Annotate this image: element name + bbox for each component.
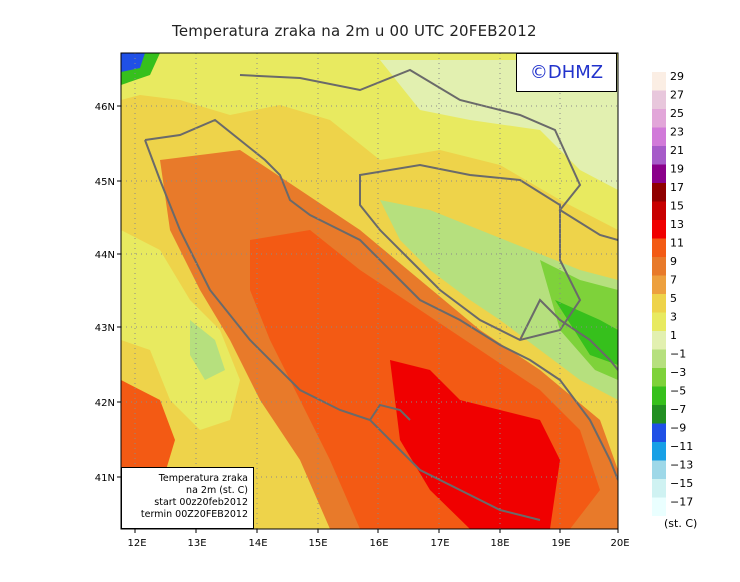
legend-label: 5: [670, 292, 677, 305]
info-line-2: na 2m (st. C): [186, 485, 248, 496]
legend-swatch: [652, 109, 666, 128]
info-box: Temperatura zraka na 2m (st. C) start 00…: [121, 467, 254, 529]
lon-label-13e: 13E: [187, 538, 206, 549]
legend-label: 13: [670, 218, 684, 231]
lat-label-41n: 41N: [95, 473, 115, 484]
legend-swatch: [652, 405, 666, 424]
legend-swatch: [652, 275, 666, 294]
legend-swatch: [652, 220, 666, 239]
legend-label: 17: [670, 181, 684, 194]
legend-label: −15: [670, 477, 693, 490]
legend-swatch: [652, 460, 666, 479]
lon-label-15e: 15E: [308, 538, 327, 549]
legend-swatch: [652, 72, 666, 91]
legend-label: −1: [670, 348, 686, 361]
legend-label: 3: [670, 311, 677, 324]
field-sea-max: [390, 360, 560, 529]
dhmz-logo: ©DHMZ: [516, 53, 617, 92]
coastline-east: [144, 118, 618, 481]
legend-swatch: [652, 349, 666, 368]
logo-text: ©DHMZ: [529, 62, 604, 83]
lon-label-14e: 14E: [248, 538, 267, 549]
lat-label-45n: 45N: [95, 177, 115, 188]
lon-label-12e: 12E: [127, 538, 146, 549]
field-north-pale: [380, 60, 618, 190]
coastline-gargano: [369, 403, 411, 421]
info-line-4: termin 00Z20FEB2012: [140, 509, 248, 520]
legend-swatch: [652, 257, 666, 276]
legend-label: −9: [670, 422, 686, 435]
legend-label: 11: [670, 237, 684, 250]
legend-label: −7: [670, 403, 686, 416]
legend-swatch: [652, 479, 666, 498]
lat-label-42n: 42N: [95, 398, 115, 409]
legend-swatch: [652, 146, 666, 165]
legend-swatch: [652, 201, 666, 220]
legend-swatch: [652, 331, 666, 350]
coastline-west: [144, 139, 541, 521]
legend-label: −3: [670, 366, 686, 379]
legend-swatch: [652, 368, 666, 387]
lat-label-46n: 46N: [95, 102, 115, 113]
lon-label-19e: 19E: [551, 538, 570, 549]
legend-swatch: [652, 90, 666, 109]
lat-label-44n: 44N: [95, 250, 115, 261]
legend-swatch: [652, 497, 666, 516]
border-bosnia: [359, 163, 582, 342]
lon-tick-marks: [117, 105, 619, 533]
legend-swatch: [652, 164, 666, 183]
legend-label: 7: [670, 274, 677, 287]
field-italy-cool: [121, 230, 240, 430]
lon-label-17e: 17E: [430, 538, 449, 549]
lon-label-16e: 16E: [369, 538, 388, 549]
lat-label-43n: 43N: [95, 323, 115, 334]
legend-label: 1: [670, 329, 677, 342]
legend-label: 15: [670, 200, 684, 213]
legend-swatch: [652, 238, 666, 257]
legend-swatch: [652, 183, 666, 202]
legend-label: 23: [670, 126, 684, 139]
map-title: Temperatura zraka na 2m u 00 UTC 20FEB20…: [172, 22, 537, 40]
legend-label: 29: [670, 70, 684, 83]
field-inland-coldest: [555, 300, 618, 365]
legend-label: 9: [670, 255, 677, 268]
field-inland-cold: [380, 200, 618, 400]
legend-unit: (st. C): [664, 517, 697, 530]
field-italy-green: [190, 320, 225, 380]
lon-label-20e: 20E: [610, 538, 629, 549]
map-frame: [120, 52, 619, 530]
legend-label: 19: [670, 163, 684, 176]
legend-label: 21: [670, 144, 684, 157]
lon-label-18e: 18E: [490, 538, 509, 549]
color-legend: [652, 72, 666, 516]
border-inland: [239, 68, 618, 241]
info-line-1: Temperatura zraka: [158, 473, 248, 484]
legend-label: −5: [670, 385, 686, 398]
info-line-3: start 00z20feb2012: [154, 497, 248, 508]
legend-swatch: [652, 312, 666, 331]
legend-swatch: [652, 294, 666, 313]
legend-swatch: [652, 442, 666, 461]
legend-swatch: [652, 386, 666, 405]
legend-label: −11: [670, 440, 693, 453]
field-nw-coldest: [121, 53, 145, 72]
legend-swatch: [652, 423, 666, 442]
legend-swatch: [652, 127, 666, 146]
border-south: [519, 298, 618, 371]
legend-label: 25: [670, 107, 684, 120]
legend-label: −17: [670, 496, 693, 509]
color-legend-labels: 29 27 25 23 21 19 17 15 13 11 9 7 5 3 1 −1 −3 −5 −7 −9 −11 −1…: [670, 70, 693, 509]
legend-label: 27: [670, 89, 684, 102]
legend-label: −13: [670, 459, 693, 472]
